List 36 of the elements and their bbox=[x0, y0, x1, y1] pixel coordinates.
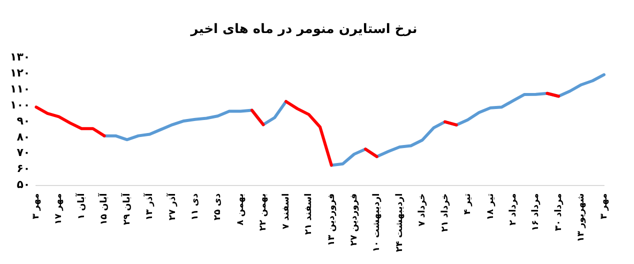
x-tick-label: ۱۳ شهریور bbox=[576, 193, 587, 242]
x-tick-label: ۲۱ اسفند bbox=[304, 193, 314, 235]
y-tick-label: ۹۰ bbox=[16, 114, 30, 128]
x-tick-label: ۲۷ آذر bbox=[166, 192, 178, 220]
x-tick-label: ۳۰ مرداد bbox=[554, 193, 564, 231]
x-tick-label: ۱۷ مهر bbox=[54, 193, 64, 225]
x-tick-label: ۱ آبان bbox=[74, 192, 87, 220]
x-tick-label: ۲۹ آبان bbox=[120, 192, 132, 225]
x-tick-label: ۲۷ فروردین bbox=[349, 193, 360, 246]
y-tick-label: ۱۲۰ bbox=[10, 66, 30, 80]
x-tick-label: ۱۶ مرداد bbox=[531, 193, 542, 231]
y-tick-label: ۱۰۰ bbox=[10, 98, 30, 112]
x-tick-label: ۱۱ دی bbox=[190, 192, 200, 220]
x-tick-label: ۲ مرداد bbox=[508, 193, 518, 226]
x-tick-label: ۱۵ آبان bbox=[98, 192, 110, 225]
x-tick-label: ۱۳ آذر bbox=[143, 192, 156, 220]
y-tick-label: ۸۰ bbox=[16, 130, 30, 144]
x-tick-label: ۸ بهمن bbox=[236, 193, 246, 226]
y-tick-label: ۱۳۰ bbox=[10, 50, 30, 64]
x-tick-label: ۱۸ تیر bbox=[486, 193, 496, 220]
y-tick-label: ۷۰ bbox=[16, 146, 30, 160]
x-tick-label: ۱۳ فروردین bbox=[326, 193, 337, 246]
y-tick-label: ۱۱۰ bbox=[10, 82, 30, 96]
chart-title: نرخ استایرن منومر در ماه های اخیر bbox=[190, 22, 418, 38]
x-tick-label: ۷ خرداد bbox=[418, 193, 428, 226]
x-tick-label: ۲۱ خرداد bbox=[440, 193, 450, 232]
x-tick-label: ۲۲ بهمن bbox=[258, 193, 269, 231]
x-tick-label: ۲۴ اردیبهشت bbox=[394, 193, 405, 252]
y-tick-label: ۵۰ bbox=[16, 178, 30, 192]
x-tick-label: ۱۰ اردیبهشت bbox=[372, 193, 382, 252]
x-tick-label: ۳ مهر bbox=[31, 193, 42, 220]
x-tick-label: ۳ مهر bbox=[599, 193, 610, 220]
x-tick-label: ۷ اسفند bbox=[281, 193, 292, 230]
y-tick-label: ۶۰ bbox=[16, 162, 30, 176]
x-tick-label: ۲۵ دی bbox=[213, 192, 224, 220]
x-tick-label: ۴ تیر bbox=[463, 193, 474, 215]
